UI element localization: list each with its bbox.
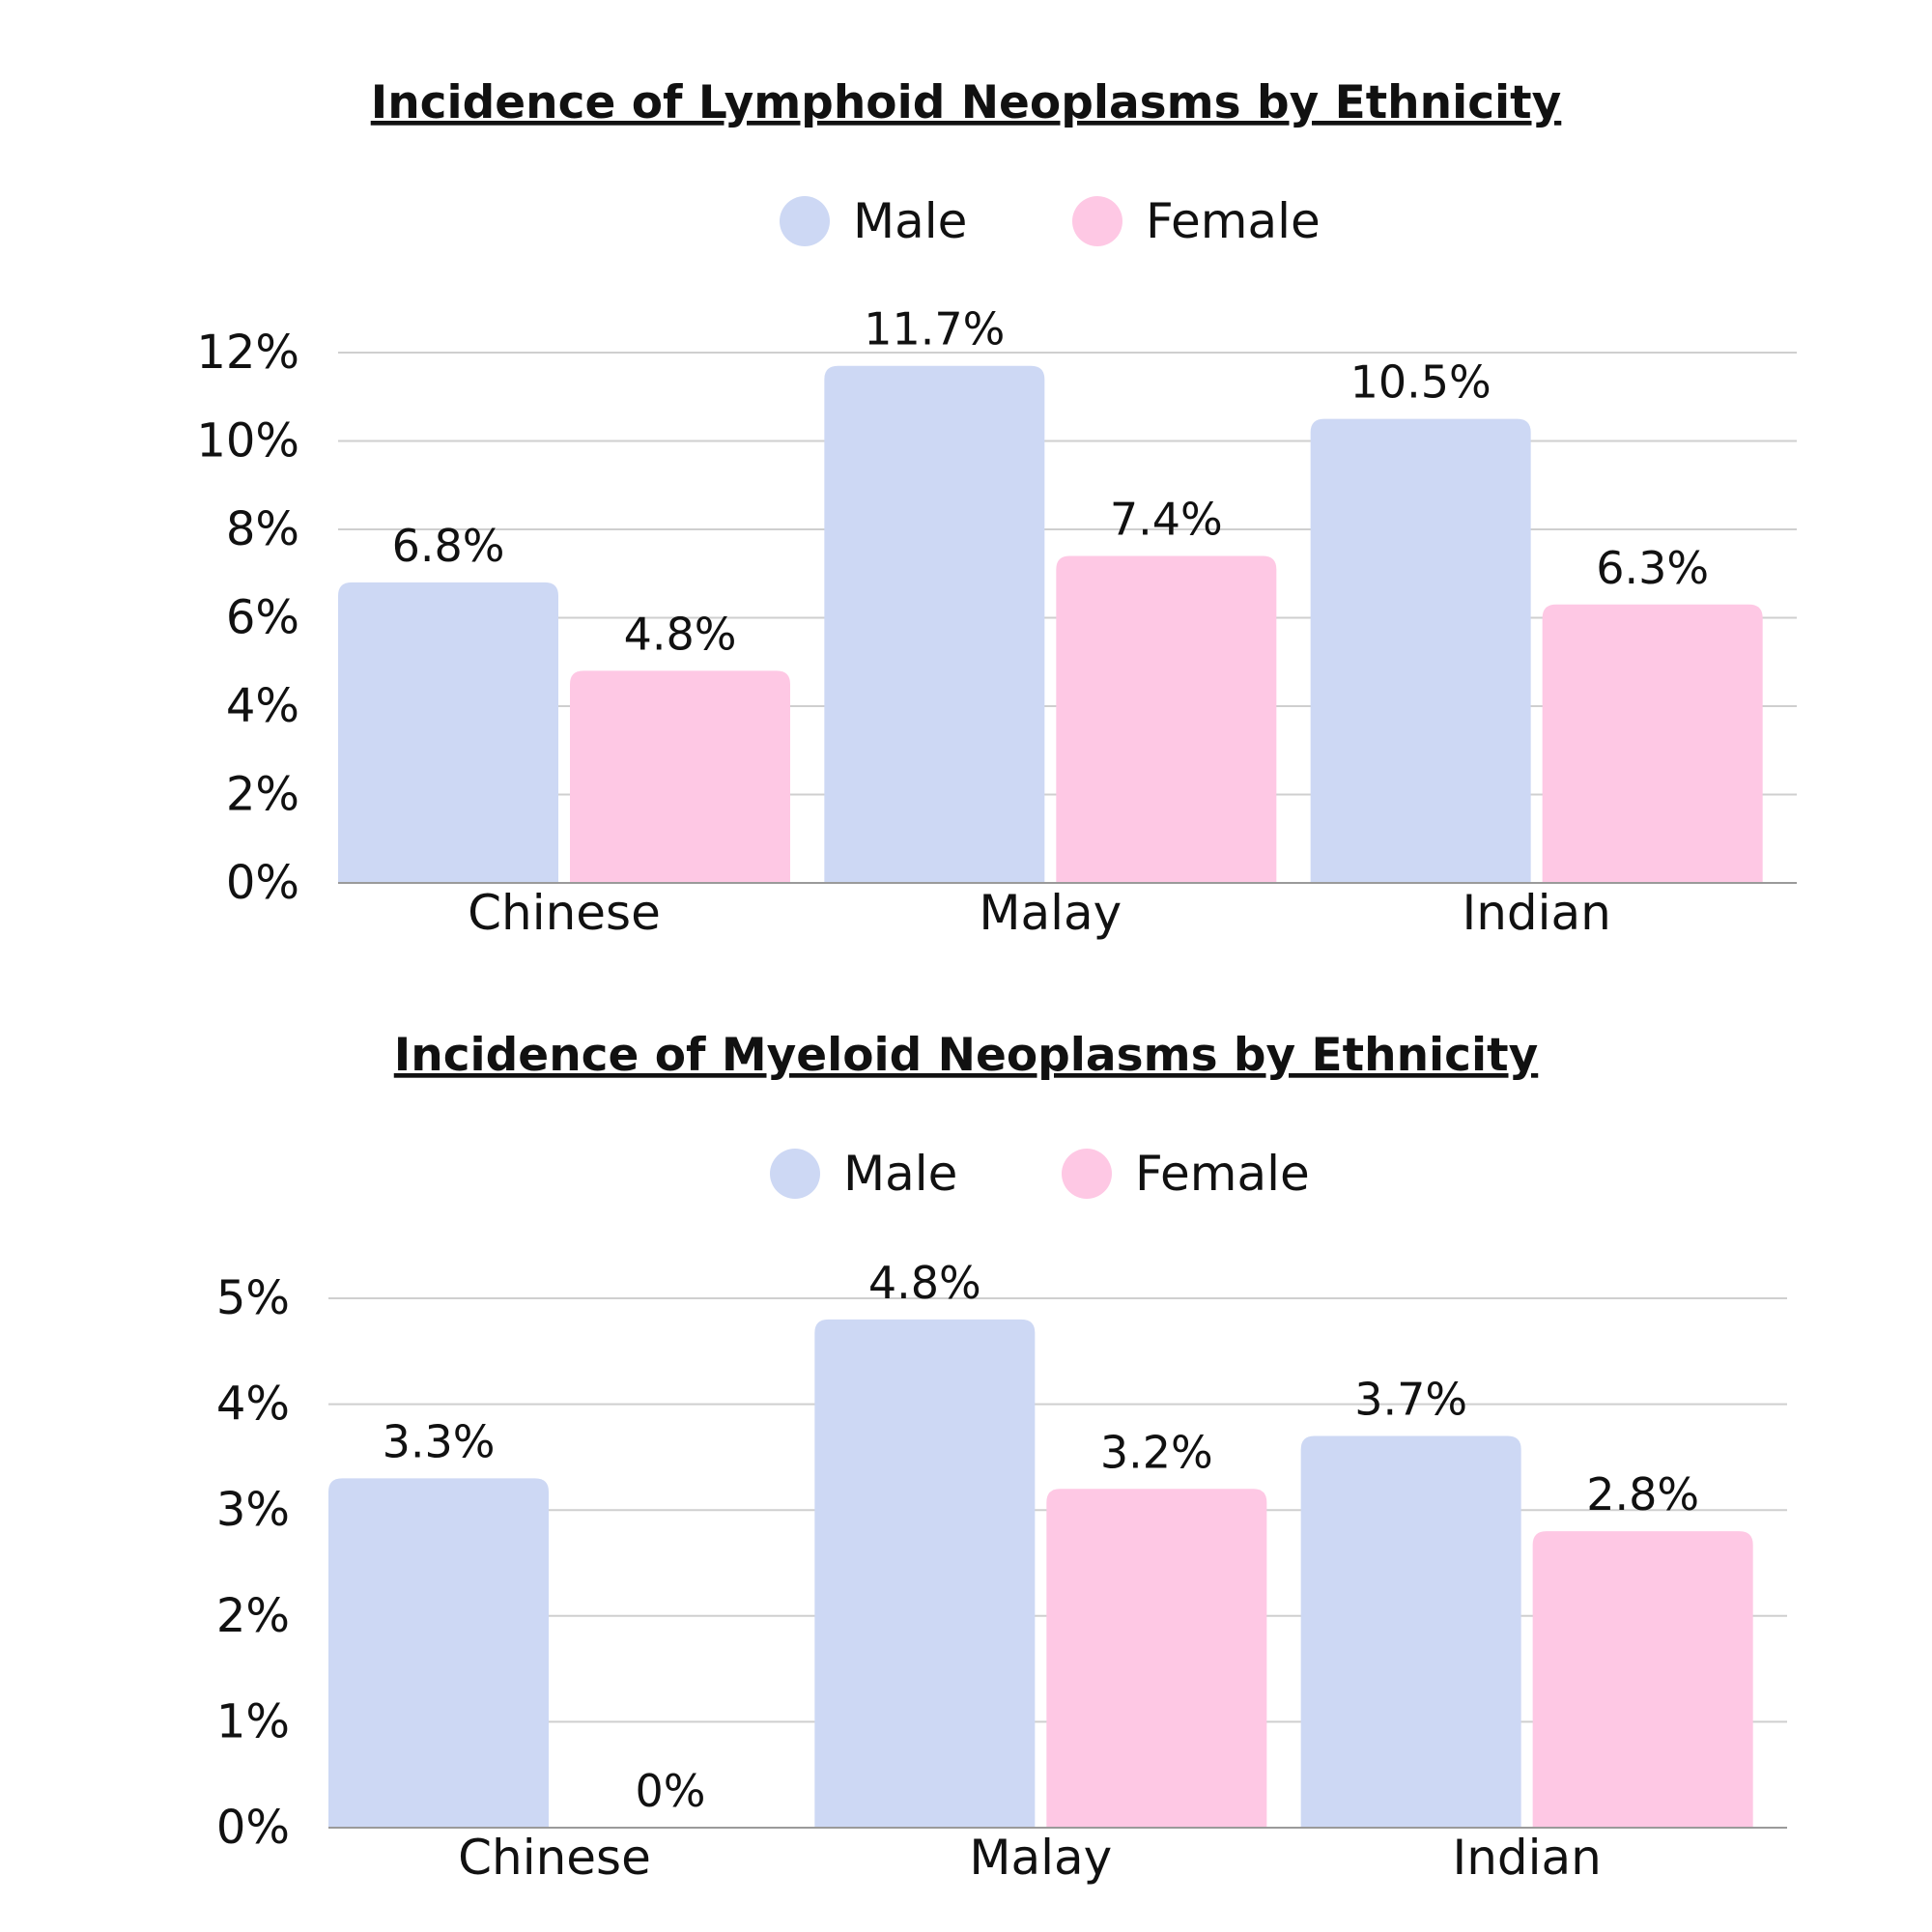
data-label-female-malay: 3.2% [1100,1426,1213,1478]
y-tick-label: 2% [216,1589,290,1643]
lymphoid-chart-title: Incidence of Lymphoid Neoplasms by Ethni… [371,76,1562,129]
y-tick-label: 3% [216,1483,290,1537]
bar-male-indian [1310,418,1531,883]
bar-male-malay [824,365,1045,884]
bar-female-indian [1532,1531,1753,1828]
legend-swatch-female [1062,1149,1112,1199]
y-tick-label: 4% [216,1378,290,1432]
data-label-male-malay: 11.7% [864,303,1005,355]
bar-male-chinese [328,1478,549,1828]
y-tick-label: 10% [196,414,299,469]
y-tick-label: 4% [226,679,299,733]
legend-swatch-female [1072,196,1122,246]
legend-item-male: Male [770,1146,957,1202]
data-label-female-chinese: 4.8% [624,608,737,660]
bar-male-malay [814,1319,1036,1828]
bar-female-chinese [570,670,790,883]
legend-label-male: Male [843,1146,957,1202]
data-label-male-indian: 3.7% [1354,1373,1467,1425]
legend-item-male: Male [780,193,967,249]
y-tick-label: 1% [216,1694,290,1748]
legend-label-female: Female [1146,193,1321,249]
data-label-male-indian: 10.5% [1350,356,1492,409]
y-tick-label: 0% [216,1801,290,1855]
x-category-label: Indian [1462,885,1610,941]
bar-male-chinese [338,582,558,883]
data-label-female-malay: 7.4% [1110,493,1223,545]
data-label-male-malay: 4.8% [868,1257,981,1309]
lymphoid-chart: Incidence of Lymphoid Neoplasms by Ethni… [196,76,1797,941]
legend-swatch-male [770,1149,820,1199]
bar-male-indian [1300,1435,1521,1828]
bar-female-indian [1542,604,1763,883]
x-category-label: Malay [969,1830,1112,1886]
y-tick-label: 0% [226,856,299,910]
legend-label-female: Female [1135,1146,1310,1202]
y-tick-label: 2% [226,768,299,822]
bar-female-malay [1046,1489,1267,1828]
x-category-label: Chinese [458,1830,651,1886]
bar-female-malay [1056,555,1277,883]
x-category-label: Chinese [468,885,661,941]
x-category-label: Malay [979,885,1122,941]
myeloid-chart: Incidence of Myeloid Neoplasms by Ethnic… [216,1029,1787,1886]
legend-label-male: Male [853,193,967,249]
data-label-male-chinese: 3.3% [383,1415,496,1467]
data-label-female-indian: 6.3% [1596,542,1709,594]
y-tick-label: 6% [226,591,299,645]
data-label-female-chinese: 0% [636,1765,706,1817]
legend-item-female: Female [1062,1146,1310,1202]
myeloid-chart-title: Incidence of Myeloid Neoplasms by Ethnic… [394,1029,1538,1082]
y-tick-label: 8% [226,502,299,556]
x-category-label: Indian [1452,1830,1601,1886]
y-tick-label: 12% [196,326,299,380]
data-label-male-chinese: 6.8% [392,520,505,572]
legend-swatch-male [780,196,830,246]
legend-item-female: Female [1072,193,1321,249]
data-label-female-indian: 2.8% [1586,1468,1699,1520]
y-tick-label: 5% [216,1271,290,1325]
